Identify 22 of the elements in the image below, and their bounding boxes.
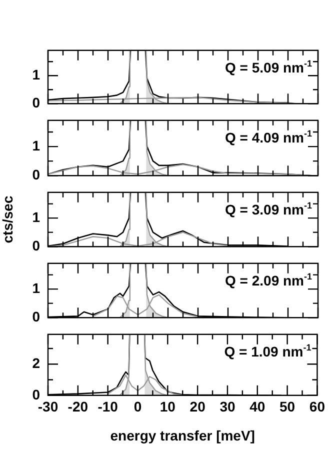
x-tick-label: 20	[190, 398, 206, 415]
y-tick-label: 0	[32, 308, 40, 324]
x-axis-title: energy transfer [meV]	[110, 427, 255, 444]
y-tick-label: 2	[32, 354, 40, 371]
y-tick-label: 0	[32, 94, 40, 110]
x-tick-label: 0	[134, 398, 142, 415]
x-tick-label: -10	[98, 398, 118, 415]
y-tick-label: 1	[32, 66, 40, 82]
y-tick-label: 1	[32, 280, 40, 296]
y-axis-title: cts/sec	[0, 196, 16, 244]
x-tick-label: 40	[250, 398, 266, 415]
y-tick-label: 1	[32, 208, 40, 225]
x-tick-label: 30	[220, 398, 236, 415]
y-tick-label: 1	[32, 137, 40, 154]
x-tick-label: 50	[280, 398, 296, 415]
y-tick-label: 0	[32, 386, 40, 402]
x-tick-label: 10	[160, 398, 176, 415]
y-tick-label: 0	[32, 237, 40, 254]
y-tick-label: 0	[32, 166, 40, 182]
x-tick-label: -30	[38, 398, 58, 415]
x-tick-label: 60	[309, 398, 326, 415]
x-tick-label: -20	[68, 398, 88, 415]
